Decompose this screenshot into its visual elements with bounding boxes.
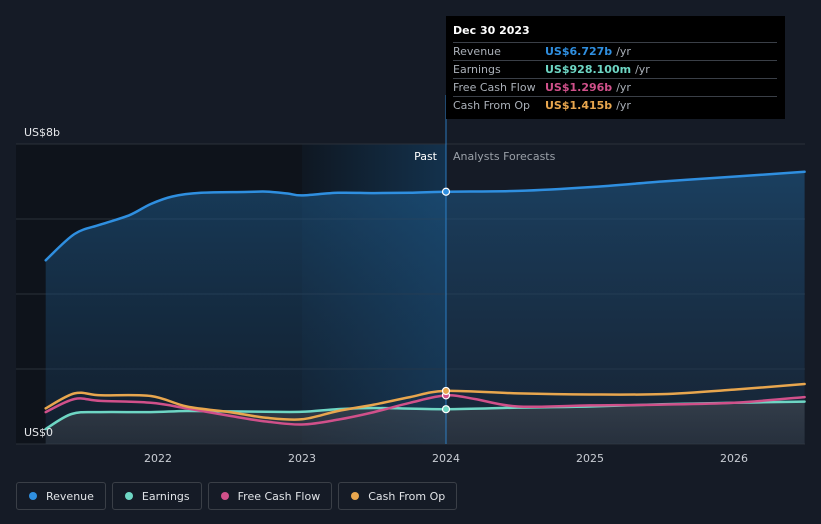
hover-point-revenue (441, 187, 451, 196)
x-tick-label: 2026 (720, 452, 748, 465)
tooltip-row-revenue: Revenue US$6.727b /yr (453, 42, 777, 60)
series-line-free-cash-flow (44, 394, 806, 426)
series-line-revenue (44, 170, 806, 262)
legend-dot-icon (220, 492, 229, 500)
x-tick-label: 2023 (288, 452, 316, 465)
tooltip-unit: /yr (635, 63, 650, 76)
legend-label: Revenue (46, 489, 94, 503)
tooltip-label: Earnings (453, 63, 501, 76)
revenue-area (45, 171, 805, 445)
forecast-label: Analysts Forecasts (453, 150, 556, 163)
y-axis-top-label: US$8b (24, 126, 60, 139)
legend-item-earnings[interactable]: Earnings (111, 482, 202, 510)
tooltip-unit: /yr (616, 81, 631, 94)
hover-point-earnings (441, 405, 451, 414)
legend-item-cash-from-op[interactable]: Cash From Op (338, 482, 458, 510)
tooltip-value: US$1.415b (545, 99, 613, 112)
x-axis-ticks: 2022 2023 2024 2025 2026 (144, 452, 748, 465)
tooltip-row-earnings: Earnings US$928.100m /yr (453, 60, 777, 78)
tooltip-row-free-cash-flow: Free Cash Flow US$1.296b /yr (453, 78, 777, 96)
x-tick-label: 2024 (432, 452, 460, 465)
series-lines (44, 170, 806, 431)
y-axis-bottom-label: US$0 (24, 426, 53, 439)
x-tick-label: 2025 (576, 452, 604, 465)
x-tick-label: 2022 (144, 452, 172, 465)
legend-label: Free Cash Flow (237, 489, 321, 503)
tooltip-value: US$1.296b (545, 81, 613, 94)
tooltip-unit: /yr (616, 99, 631, 112)
tooltip-label: Revenue (453, 45, 501, 58)
legend-item-free-cash-flow[interactable]: Free Cash Flow (207, 482, 333, 510)
tooltip-value: US$6.727b (545, 45, 613, 58)
tooltip-label: Free Cash Flow (453, 81, 536, 94)
legend-dot-icon (29, 492, 37, 500)
tooltip-unit: /yr (616, 45, 631, 58)
tooltip-row-cash-from-op: Cash From Op US$1.415b /yr (453, 96, 777, 114)
past-label: Past (414, 150, 438, 163)
legend: Revenue Earnings Free Cash Flow Cash Fro… (16, 482, 458, 510)
legend-label: Cash From Op (368, 489, 446, 503)
legend-item-revenue[interactable]: Revenue (16, 482, 106, 510)
series-line-cash-from-op (44, 382, 806, 421)
hover-point-cash-from-op (441, 386, 451, 396)
tooltip-value: US$928.100m (545, 63, 632, 76)
hover-points (441, 187, 451, 414)
tooltip-label: Cash From Op (453, 99, 531, 112)
legend-label: Earnings (141, 489, 190, 503)
legend-dot-icon (124, 492, 133, 500)
tooltip-date: Dec 30 2023 (453, 24, 530, 37)
tooltip: Dec 30 2023 Revenue US$6.727b /yr Earnin… (446, 16, 785, 119)
legend-dot-icon (351, 492, 360, 500)
